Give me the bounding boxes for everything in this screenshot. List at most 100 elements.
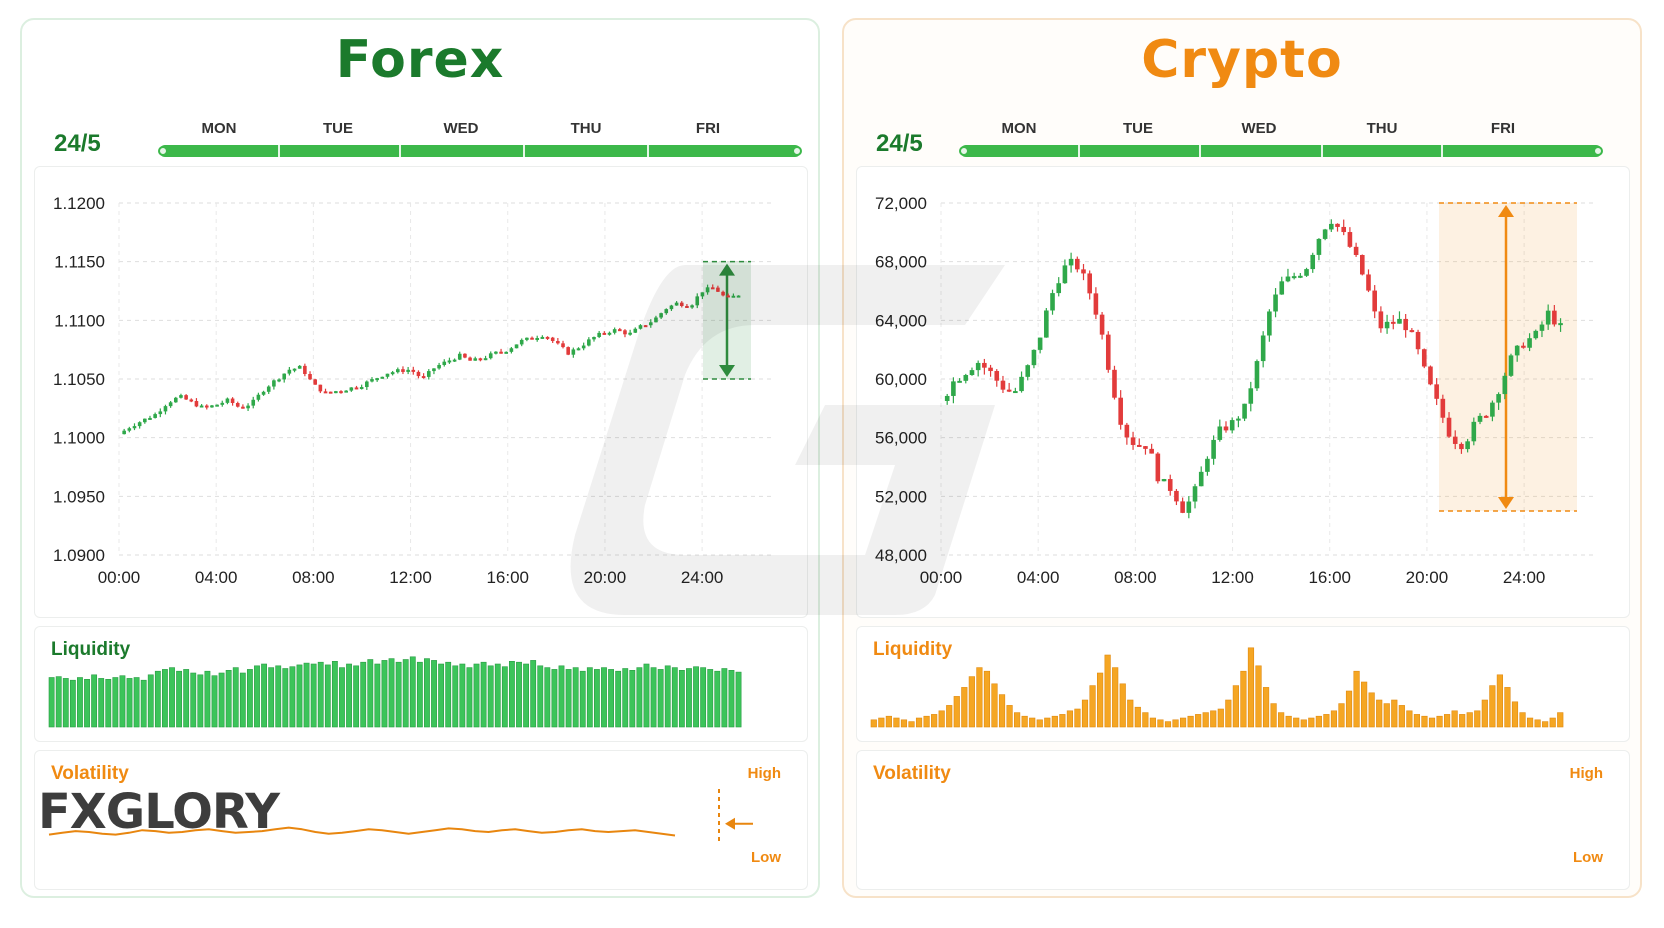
liquidity-bar [402, 659, 409, 728]
candle-body [251, 399, 256, 406]
forex-liquidity-chart [48, 656, 742, 728]
liquidity-bar [1014, 712, 1021, 728]
y-tick-label: 60,000 [875, 370, 927, 389]
candle-body [519, 339, 524, 345]
candle-body [1099, 314, 1105, 335]
candle-down [623, 329, 627, 338]
candle-up [648, 319, 653, 328]
candle-body [1434, 384, 1439, 399]
crypto-day-divider [1078, 145, 1080, 157]
candle-body [478, 358, 483, 361]
liquidity-bar [246, 669, 253, 728]
candle-up [592, 336, 596, 342]
candle-body [411, 369, 416, 372]
candle-up [1186, 496, 1192, 519]
crypto-day-thu: THU [1366, 120, 1398, 137]
candle-body [349, 387, 354, 391]
y-tick-label: 1.1000 [53, 429, 105, 448]
candle-down [716, 285, 720, 293]
liquidity-bar [1278, 712, 1285, 728]
liquidity-bar [1149, 717, 1156, 728]
crypto-volatility-chart [857, 751, 1631, 891]
liquidity-bar [714, 670, 721, 728]
candle-up [266, 385, 271, 394]
candle-body [1248, 388, 1254, 404]
candle-body [514, 344, 519, 349]
liquidity-bar [1119, 683, 1126, 728]
liquidity-bar [105, 678, 112, 728]
liquidity-bar [579, 670, 586, 728]
liquidity-bar [1202, 712, 1209, 728]
crypto-day-wed: WED [1241, 120, 1277, 137]
candle-body [1031, 349, 1037, 366]
forex-day-thu: THU [570, 120, 602, 137]
forex-price-card: 1.1200 1.1150 1.1100 1.1050 1.1000 1.0950 1.09… [34, 166, 808, 618]
candle-up [1211, 435, 1216, 465]
liquidity-bar [381, 660, 388, 728]
candle-up [1031, 349, 1037, 369]
candle-up [628, 329, 632, 336]
candle-body [1316, 238, 1322, 255]
candle-down [1372, 285, 1377, 319]
forex-day-divider [399, 145, 401, 157]
liquidity-bar [1179, 717, 1187, 728]
forex-volatility-label: Volatility [51, 763, 129, 784]
candle-body [277, 379, 281, 382]
liquidity-bar [1368, 692, 1375, 728]
candle-body [592, 336, 596, 340]
volatility-indicator-arrow [725, 817, 735, 830]
liquidity-bar [1066, 710, 1074, 728]
liquidity-bar [324, 664, 331, 728]
liquidity-bar [438, 663, 445, 728]
candle-body [695, 296, 700, 306]
forex-volatility-high: High [747, 765, 781, 782]
candle-body [726, 295, 731, 298]
candle-body [143, 418, 147, 423]
candle-up [375, 377, 379, 382]
liquidity-bar [1489, 685, 1496, 728]
liquidity-bar [1021, 715, 1028, 728]
liquidity-bar [1262, 687, 1270, 728]
candle-up [525, 337, 529, 342]
liquidity-bar [664, 665, 671, 728]
liquidity-bar [296, 664, 303, 728]
candle-up [334, 390, 338, 394]
candle-body [359, 387, 364, 390]
liquidity-bar [870, 719, 877, 728]
liquidity-bar [1451, 710, 1458, 728]
candle-body [587, 339, 591, 346]
liquidity-bar [1285, 715, 1292, 728]
candle-body [163, 406, 168, 412]
liquidity-bar [424, 658, 430, 728]
liquidity-bar [1195, 714, 1202, 728]
candle-up [344, 390, 348, 393]
candle-up [633, 327, 638, 333]
candle-up [215, 404, 219, 407]
liquidity-bar [1247, 647, 1255, 728]
candle-up [1298, 272, 1303, 279]
liquidity-bar [544, 667, 551, 728]
candle-down [421, 373, 426, 379]
liquidity-bar [1496, 674, 1503, 728]
candle-body [1211, 439, 1216, 459]
candle-down [1335, 223, 1340, 232]
candle-up [1502, 372, 1508, 400]
candle-body [396, 369, 400, 373]
candle-up [210, 404, 214, 408]
candle-body [287, 369, 292, 374]
liquidity-bar [388, 658, 395, 728]
candle-up [669, 304, 674, 311]
candle-up [452, 358, 457, 362]
liquidity-bar [169, 667, 175, 728]
candle-body [633, 328, 638, 333]
liquidity-bar [1232, 685, 1239, 728]
candle-up [1254, 359, 1260, 391]
candle-body [659, 313, 663, 318]
candle-body [235, 403, 240, 407]
liquidity-bar [126, 678, 133, 728]
candle-body [256, 394, 261, 400]
liquidity-bar [445, 661, 452, 728]
brand-logo-glory: GLORY [105, 784, 280, 840]
liquidity-bar [1504, 687, 1511, 728]
